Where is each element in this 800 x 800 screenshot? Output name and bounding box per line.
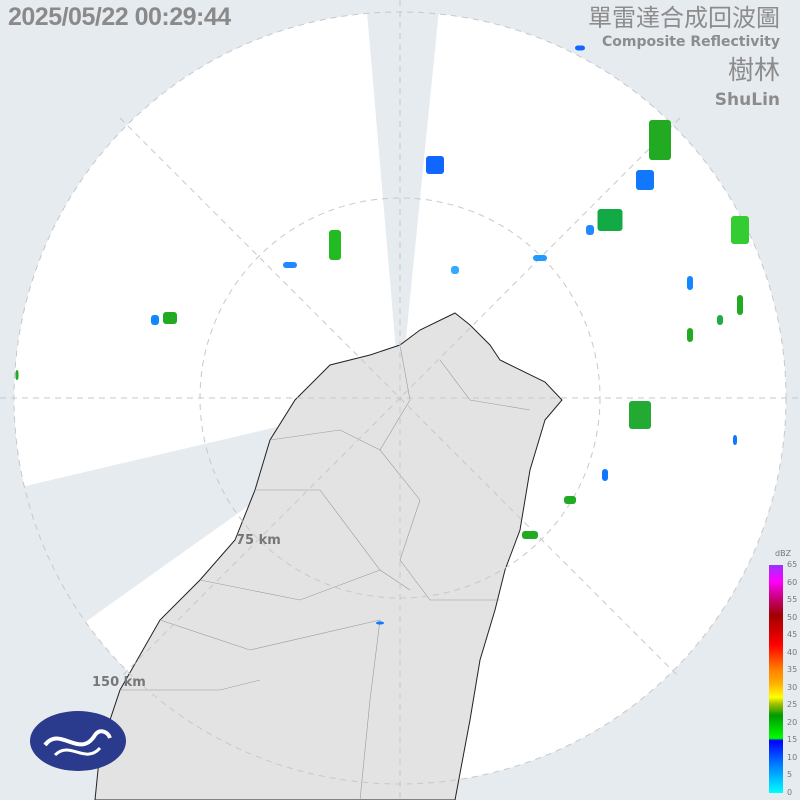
echo-cell	[717, 315, 723, 325]
legend-tick: 5	[787, 770, 793, 779]
legend-tick: 15	[787, 735, 798, 744]
title-zh: 單雷達合成回波圖	[588, 4, 780, 32]
legend-colorbar	[769, 565, 783, 793]
echo-cell	[522, 531, 538, 539]
echo-cell	[597, 209, 623, 231]
legend-tick: 30	[787, 682, 798, 692]
echo-cell	[586, 225, 594, 235]
echo-cell	[629, 401, 651, 429]
range-label-75: 75 km	[236, 533, 281, 548]
echo-cell	[649, 120, 671, 160]
legend-tick: 40	[787, 647, 798, 657]
echo-cell	[636, 170, 654, 190]
echo-cell	[283, 262, 297, 268]
legend-tick: 25	[787, 700, 798, 709]
echo-cell	[15, 370, 19, 380]
echo-cell	[426, 156, 444, 174]
echo-cell	[151, 315, 159, 325]
county-boundaries	[120, 344, 531, 800]
radar-echoes	[15, 45, 749, 625]
beam-blockage-north	[366, 0, 440, 398]
legend-tick: 60	[787, 577, 798, 587]
legend-unit: dBZ	[775, 549, 792, 558]
timestamp: 2025/05/22 00:29:44	[8, 3, 231, 31]
legend-tick: 0	[787, 787, 793, 797]
echo-cell	[731, 216, 749, 244]
echo-cell	[451, 266, 459, 274]
legend-tick: 20	[787, 717, 798, 727]
taiwan-land	[94, 312, 563, 800]
legend-tick: 65	[787, 560, 798, 569]
title-en: Composite Reflectivity	[602, 34, 780, 50]
echo-cell	[163, 312, 177, 324]
echo-cell	[376, 621, 384, 625]
station-en: ShuLin	[714, 90, 780, 110]
legend-tick: 10	[787, 752, 798, 762]
echo-cell	[687, 276, 693, 290]
cwa-logo	[30, 711, 126, 771]
echo-cell	[575, 45, 585, 51]
legend-tick: 35	[787, 665, 798, 674]
station-zh: 樹林	[727, 56, 780, 86]
legend-tick: 45	[787, 630, 798, 639]
echo-cell	[733, 435, 737, 445]
range-label-150: 150 km	[92, 675, 146, 690]
echo-cell	[564, 496, 576, 504]
echo-cell	[737, 295, 743, 315]
echo-cell	[602, 469, 608, 481]
legend-tick: 50	[787, 612, 798, 622]
echo-cell	[329, 230, 341, 260]
echo-cell	[687, 328, 693, 342]
legend-tick: 55	[787, 595, 798, 604]
echo-cell	[533, 255, 547, 261]
